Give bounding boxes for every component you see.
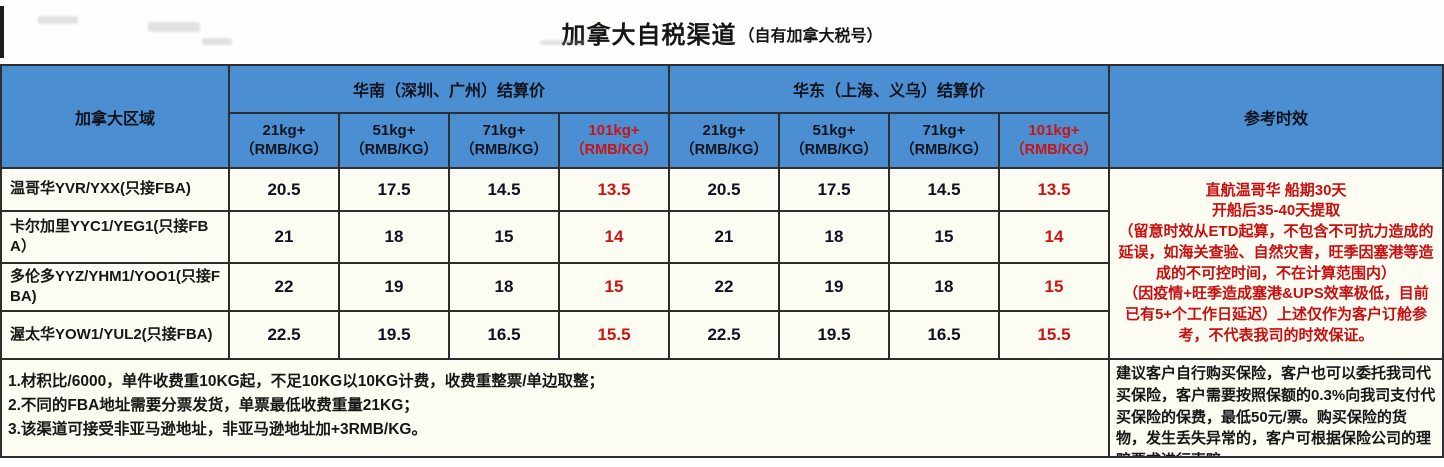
price-cell: 16.5 — [890, 312, 1000, 360]
price-cell: 21 — [230, 212, 340, 264]
price-cell: 18 — [340, 212, 450, 264]
price-cell: 19.5 — [780, 312, 890, 360]
column-group-east-china: 华东（上海、义乌）结算价 — [670, 66, 1110, 114]
price-cell: 15 — [1000, 264, 1110, 312]
region-cell-toronto: 多伦多YYZ/YHM1/YOO1(只接FBA) — [2, 264, 230, 312]
tier-weight: 21kg+ — [262, 122, 306, 140]
region-cell-calgary: 卡尔加里YYC1/YEG1(只接FBA） — [2, 212, 230, 264]
price-cell: 17.5 — [780, 169, 890, 212]
tier-header-south-21kg: 21kg+ （RMB/KG） — [230, 114, 340, 169]
tier-weight: 51kg+ — [372, 122, 416, 140]
tier-unit: （RMB/KG） — [350, 141, 438, 158]
tier-unit: （RMB/KG） — [790, 141, 878, 158]
channel-note-line: 2.不同的FBA地址需要分票发货，单票最低收费重量21KG； — [8, 397, 419, 415]
title-main-text: 加拿大自税渠道 — [561, 21, 737, 49]
price-cell: 18 — [450, 264, 560, 312]
price-cell: 15 — [450, 212, 560, 264]
price-cell: 17.5 — [340, 169, 450, 212]
smudge-mark — [38, 16, 78, 24]
channel-note-line: 1.材积比/6000，单件收费重10KG起，不足10KG以10KG计费，收费重整… — [8, 373, 604, 390]
tier-header-south-101kg: 101kg+ （RMB/KG） — [560, 114, 670, 169]
timeliness-line: 直航温哥华 船期30天 — [1205, 181, 1347, 199]
region-cell-ottawa: 渥太华YOW1/YUL2(只接FBA) — [2, 312, 230, 360]
tier-unit: （RMB/KG） — [460, 141, 548, 158]
column-header-timeliness: 参考时效 — [1110, 66, 1444, 169]
tier-weight: 71kg+ — [922, 122, 966, 140]
price-cell: 14.5 — [890, 169, 1000, 212]
smudge-mark — [202, 38, 232, 45]
tier-unit: （RMB/KG） — [240, 141, 328, 158]
price-cell: 14 — [560, 212, 670, 264]
timeliness-line: （因疫情+旺季造成塞港&UPS效率极低，目前已有5+个工作日延迟）上述仅作为客户… — [1123, 285, 1429, 344]
title-sub-text: （自有加拿大税号） — [738, 28, 883, 45]
insurance-note: 建议客户自行购买保险，客户也可以委托我司代买保险，客户需要按照保额的0.3%向我… — [1110, 360, 1444, 458]
column-header-region: 加拿大区域 — [2, 66, 230, 169]
channel-note-line: 3.该渠道可接受非亚马逊地址，非亚马逊地址加+3RMB/KG。 — [8, 421, 427, 439]
tier-header-east-71kg: 71kg+ （RMB/KG） — [890, 114, 1000, 169]
price-cell: 15.5 — [560, 312, 670, 360]
price-cell: 22.5 — [670, 312, 780, 360]
price-cell: 15 — [890, 212, 1000, 264]
column-group-south-china: 华南（深圳、广州）结算价 — [230, 66, 670, 114]
timeliness-line: （留意时效从ETD起算，不包含不可抗力造成的延误，如海关查验、自然灾害，旺季因塞… — [1118, 223, 1434, 282]
price-cell: 15 — [560, 264, 670, 312]
smudge-mark — [540, 40, 586, 45]
tier-unit: （RMB/KG） — [680, 141, 768, 158]
price-cell: 14.5 — [450, 169, 560, 212]
tier-weight: 101kg+ — [1028, 122, 1080, 140]
price-cell: 22.5 — [230, 312, 340, 360]
price-cell: 19.5 — [340, 312, 450, 360]
tier-weight: 51kg+ — [812, 122, 856, 140]
smudge-mark — [148, 22, 200, 32]
tier-header-east-21kg: 21kg+ （RMB/KG） — [670, 114, 780, 169]
page-title: 加拿大自税渠道 （自有加拿大税号） — [0, 0, 1444, 64]
tier-unit: （RMB/KG） — [570, 141, 658, 158]
tier-header-south-51kg: 51kg+ （RMB/KG） — [340, 114, 450, 169]
price-cell: 22 — [670, 264, 780, 312]
rate-table: 加拿大区域 华南（深圳、广州）结算价 华东（上海、义乌）结算价 参考时效 21k… — [0, 64, 1444, 458]
scan-edge-artifact — [0, 6, 4, 58]
price-cell: 14 — [1000, 212, 1110, 264]
price-cell: 16.5 — [450, 312, 560, 360]
price-cell: 21 — [670, 212, 780, 264]
region-cell-vancouver: 温哥华YVR/YXX(只接FBA) — [2, 169, 230, 212]
timeliness-note: 直航温哥华 船期30天 开船后35-40天提取 （留意时效从ETD起算，不包含不… — [1110, 169, 1444, 360]
tier-unit: （RMB/KG） — [1010, 141, 1098, 158]
price-cell: 22 — [230, 264, 340, 312]
price-cell: 13.5 — [560, 169, 670, 212]
tier-unit: （RMB/KG） — [900, 141, 988, 158]
channel-notes: 1.材积比/6000，单件收费重10KG起，不足10KG以10KG计费，收费重整… — [2, 360, 1110, 458]
tier-header-east-101kg: 101kg+ （RMB/KG） — [1000, 114, 1110, 169]
timeliness-line: 开船后35-40天提取 — [1211, 202, 1341, 220]
price-cell: 18 — [780, 212, 890, 264]
price-cell: 18 — [890, 264, 1000, 312]
tier-weight: 71kg+ — [482, 122, 526, 140]
price-cell: 19 — [340, 264, 450, 312]
price-cell: 20.5 — [230, 169, 340, 212]
price-cell: 20.5 — [670, 169, 780, 212]
price-cell: 19 — [780, 264, 890, 312]
tier-weight: 21kg+ — [702, 122, 746, 140]
tier-header-south-71kg: 71kg+ （RMB/KG） — [450, 114, 560, 169]
price-cell: 13.5 — [1000, 169, 1110, 212]
tier-weight: 101kg+ — [588, 122, 640, 140]
price-cell: 15.5 — [1000, 312, 1110, 360]
tier-header-east-51kg: 51kg+ （RMB/KG） — [780, 114, 890, 169]
